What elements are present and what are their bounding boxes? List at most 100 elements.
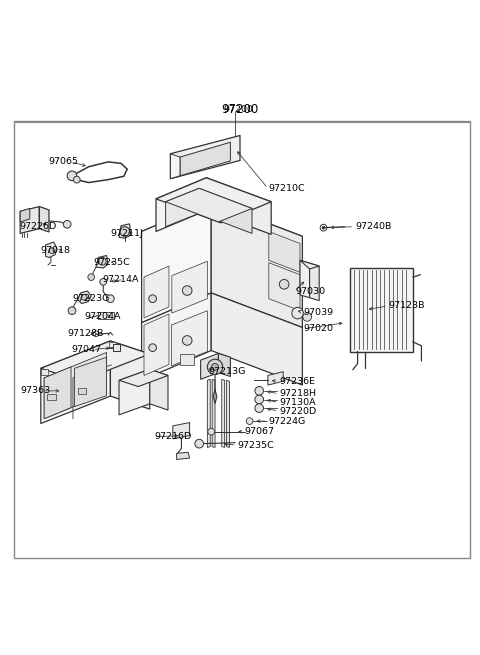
Polygon shape bbox=[170, 136, 240, 179]
Polygon shape bbox=[199, 188, 252, 233]
Circle shape bbox=[279, 280, 289, 289]
Text: 97220D: 97220D bbox=[279, 407, 317, 415]
Text: 97218H: 97218H bbox=[279, 389, 316, 398]
Polygon shape bbox=[78, 291, 91, 303]
Polygon shape bbox=[20, 206, 39, 233]
Circle shape bbox=[182, 335, 192, 345]
Circle shape bbox=[292, 307, 303, 319]
Polygon shape bbox=[119, 369, 150, 415]
Bar bbox=[180, 354, 194, 365]
Circle shape bbox=[207, 359, 223, 375]
Polygon shape bbox=[222, 379, 225, 447]
Text: 97216D: 97216D bbox=[155, 432, 192, 441]
Bar bbox=[350, 267, 413, 352]
Text: 97235C: 97235C bbox=[94, 258, 131, 267]
Circle shape bbox=[246, 418, 253, 424]
Text: 97224G: 97224G bbox=[269, 417, 306, 426]
Text: 97213G: 97213G bbox=[209, 367, 246, 376]
Polygon shape bbox=[20, 208, 30, 222]
Circle shape bbox=[120, 227, 130, 236]
Text: 97226D: 97226D bbox=[19, 222, 57, 231]
Text: 97130A: 97130A bbox=[279, 398, 316, 407]
Polygon shape bbox=[39, 206, 49, 232]
Text: 97020: 97020 bbox=[304, 324, 334, 333]
Polygon shape bbox=[44, 352, 107, 419]
Text: 97236E: 97236E bbox=[279, 377, 315, 386]
Polygon shape bbox=[166, 188, 252, 222]
Circle shape bbox=[322, 226, 325, 229]
Polygon shape bbox=[269, 263, 300, 310]
Text: 97039: 97039 bbox=[304, 308, 334, 316]
Polygon shape bbox=[211, 202, 302, 328]
Polygon shape bbox=[269, 231, 300, 272]
Text: 97030: 97030 bbox=[295, 287, 325, 296]
Polygon shape bbox=[119, 224, 131, 238]
Polygon shape bbox=[142, 202, 211, 323]
Text: 97067: 97067 bbox=[245, 427, 275, 436]
Circle shape bbox=[303, 312, 312, 321]
Text: 97128B: 97128B bbox=[67, 329, 104, 338]
Bar bbox=[47, 394, 56, 400]
Polygon shape bbox=[44, 367, 71, 419]
Polygon shape bbox=[171, 310, 207, 366]
Circle shape bbox=[149, 344, 156, 352]
Polygon shape bbox=[170, 154, 180, 179]
Polygon shape bbox=[300, 260, 319, 269]
Text: 97214A: 97214A bbox=[102, 275, 139, 284]
Polygon shape bbox=[201, 354, 218, 379]
Circle shape bbox=[195, 440, 204, 448]
Polygon shape bbox=[300, 260, 310, 298]
Circle shape bbox=[68, 307, 76, 314]
Circle shape bbox=[255, 395, 264, 404]
Polygon shape bbox=[110, 341, 150, 409]
Circle shape bbox=[73, 176, 80, 183]
Circle shape bbox=[255, 386, 264, 395]
Polygon shape bbox=[218, 354, 230, 377]
Text: 97047: 97047 bbox=[71, 345, 101, 354]
Polygon shape bbox=[180, 142, 230, 176]
Bar bbox=[98, 312, 114, 319]
Circle shape bbox=[100, 278, 107, 286]
Text: 97065: 97065 bbox=[48, 157, 78, 166]
Polygon shape bbox=[46, 242, 57, 257]
Polygon shape bbox=[144, 266, 169, 318]
Circle shape bbox=[149, 295, 156, 303]
Text: 97223G: 97223G bbox=[72, 294, 109, 303]
Polygon shape bbox=[172, 261, 207, 313]
Polygon shape bbox=[119, 369, 168, 386]
Circle shape bbox=[63, 221, 71, 228]
Polygon shape bbox=[166, 188, 199, 227]
Polygon shape bbox=[150, 369, 168, 410]
Polygon shape bbox=[144, 314, 169, 375]
Circle shape bbox=[182, 286, 192, 295]
Polygon shape bbox=[41, 341, 110, 424]
Text: 97211J: 97211J bbox=[110, 229, 143, 238]
Circle shape bbox=[67, 171, 77, 181]
Text: 97210C: 97210C bbox=[269, 184, 305, 193]
Polygon shape bbox=[156, 178, 271, 223]
Polygon shape bbox=[41, 341, 150, 381]
Polygon shape bbox=[212, 379, 215, 447]
Text: 97200: 97200 bbox=[223, 105, 253, 113]
Polygon shape bbox=[173, 422, 190, 439]
Text: 97123B: 97123B bbox=[389, 301, 425, 310]
Circle shape bbox=[212, 364, 218, 370]
Polygon shape bbox=[211, 293, 302, 385]
Polygon shape bbox=[177, 453, 190, 460]
Polygon shape bbox=[206, 178, 271, 234]
Bar bbox=[109, 342, 116, 346]
Text: 97240B: 97240B bbox=[355, 222, 392, 231]
Circle shape bbox=[107, 295, 114, 303]
Polygon shape bbox=[310, 263, 319, 301]
Polygon shape bbox=[227, 381, 229, 447]
Text: 97235C: 97235C bbox=[238, 441, 275, 449]
Text: 97200: 97200 bbox=[221, 103, 259, 115]
Polygon shape bbox=[268, 371, 283, 385]
Bar bbox=[78, 388, 86, 394]
Polygon shape bbox=[207, 379, 210, 447]
Text: 97363: 97363 bbox=[21, 386, 51, 396]
Polygon shape bbox=[142, 202, 302, 266]
Bar bbox=[41, 369, 48, 375]
Circle shape bbox=[255, 404, 264, 413]
Polygon shape bbox=[142, 293, 211, 381]
